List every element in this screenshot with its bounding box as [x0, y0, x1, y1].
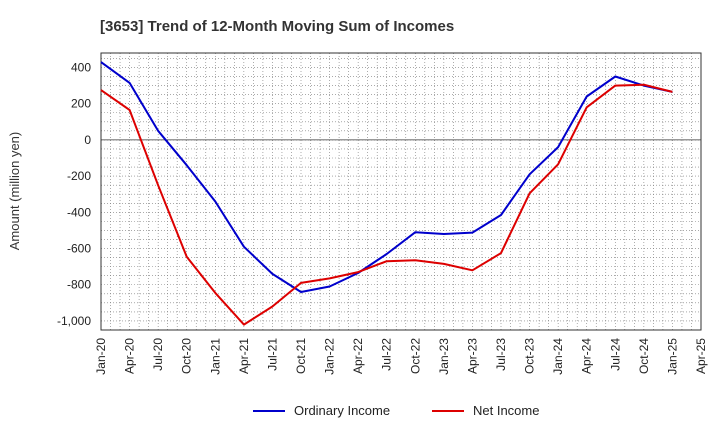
x-tick-label: Apr-20	[123, 338, 137, 374]
x-tick-label: Jan-21	[208, 338, 222, 375]
x-tick-label: Oct-24	[637, 338, 651, 374]
x-tick-label: Apr-22	[351, 338, 365, 374]
legend: Ordinary Income Net Income	[253, 403, 539, 418]
x-tick-label: Oct-23	[523, 338, 537, 374]
x-tick-label: Jan-23	[437, 338, 451, 375]
x-tick-label: Jul-21	[265, 338, 279, 371]
y-tick-label: -200	[67, 169, 91, 183]
x-tick-label: Jan-20	[94, 338, 108, 375]
chart-title: [3653] Trend of 12-Month Moving Sum of I…	[100, 18, 454, 35]
x-tick-label: Jul-22	[380, 338, 394, 371]
x-tick-label: Jul-20	[151, 338, 165, 371]
x-tick-label: Jan-24	[551, 338, 565, 375]
plot-frame	[100, 52, 702, 331]
x-tick-label: Oct-22	[408, 338, 422, 374]
x-tick-label: Apr-25	[694, 338, 708, 374]
y-tick-label: -600	[67, 242, 91, 256]
x-tick-label: Oct-20	[180, 338, 194, 374]
x-tick-label: Jul-24	[608, 338, 622, 371]
x-tick-label: Jul-23	[494, 338, 508, 371]
x-tick-label: Apr-24	[580, 338, 594, 374]
y-axis-label: Amount (million yen)	[7, 132, 22, 251]
x-tick-label: Jan-22	[323, 338, 337, 375]
y-tick-label: -1,000	[57, 314, 91, 328]
x-tick-label: Apr-23	[465, 338, 479, 374]
y-tick-label: -400	[67, 205, 91, 219]
y-tick-label: 200	[71, 97, 91, 111]
y-tick-label: -800	[67, 278, 91, 292]
x-tick-label: Apr-21	[237, 338, 251, 374]
series-line-ordinary-income	[100, 61, 673, 293]
legend-label: Ordinary Income	[294, 403, 390, 418]
series-line-net-income	[100, 83, 673, 326]
x-tick-label: Oct-21	[294, 338, 308, 374]
legend-label: Net Income	[473, 403, 539, 418]
y-tick-label: 400	[71, 60, 91, 74]
x-tick-label: Jan-25	[665, 338, 679, 375]
y-tick-label: 0	[84, 133, 91, 147]
